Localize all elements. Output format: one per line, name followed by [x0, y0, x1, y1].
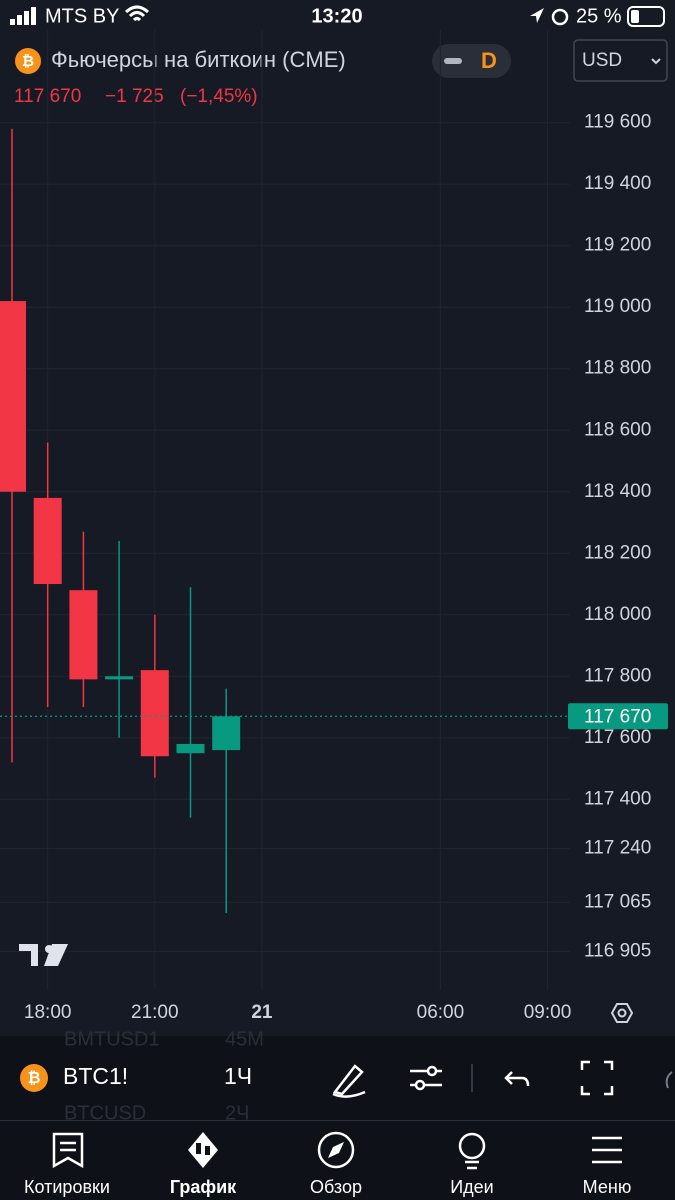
battery-icon: [627, 6, 665, 27]
wifi-icon: [124, 5, 150, 22]
indicators-knob: [414, 1079, 426, 1091]
chart-tab-candle: [196, 1143, 201, 1154]
header: ₿ Фьючерсы на биткоин (CME) D USD 117 67…: [14, 39, 668, 107]
y-tick-label: 118 000: [584, 604, 651, 625]
y-tick-label: 118 400: [584, 481, 651, 502]
chart: 116 905 117 065 117 240 117 400 117 600 117 8…: [0, 30, 668, 1023]
chart-tab-icon: [188, 1132, 218, 1168]
price-change: −1 725: [105, 86, 164, 107]
y-tick-label: 118 200: [584, 542, 651, 563]
signal-bar: [31, 7, 36, 25]
more-icon[interactable]: [665, 1071, 673, 1089]
x-tick-label: 18:00: [24, 1002, 72, 1023]
candle-body: [212, 716, 241, 751]
tab-label[interactable]: Обзор: [310, 1177, 362, 1197]
tab-label[interactable]: Котировки: [24, 1177, 110, 1197]
ghost-symbol: BMTUSD1: [64, 1028, 160, 1050]
y-tick-label: 117 065: [584, 891, 651, 912]
y-tick-label: 117 800: [584, 665, 651, 686]
tab-bar: Котировки График Обзор Идеи Меню: [0, 1120, 675, 1200]
interval-button[interactable]: D: [481, 48, 497, 73]
status-bar: MTS BY 13:20 25 %: [10, 5, 665, 27]
bitcoin-glyph: ₿: [27, 1069, 40, 1087]
signal-bar: [10, 19, 15, 25]
tab-label[interactable]: График: [170, 1177, 237, 1197]
toggle-dash: [444, 58, 462, 64]
toolbar-interval[interactable]: 1Ч: [224, 1063, 252, 1089]
chart-tab-candle: [205, 1146, 210, 1155]
interval-toggle[interactable]: [432, 44, 511, 78]
ideas-icon-base: [465, 1160, 479, 1170]
alarm-icon: [551, 8, 569, 26]
toolbar: BMTUSD1 45M BTCUSD 2Ч ₿ BTC1! 1Ч: [0, 1028, 675, 1124]
signal-bar: [17, 15, 22, 25]
y-tick-label: 119 400: [584, 173, 651, 194]
dropdown-arrow: [651, 58, 661, 65]
signal-bar: [24, 11, 29, 25]
settings-icon[interactable]: [610, 1003, 634, 1023]
last-price-box: [568, 703, 668, 730]
clock: 13:20: [311, 5, 362, 27]
compass-needle: [328, 1142, 344, 1158]
battery-level: [631, 10, 639, 23]
tab-label[interactable]: Меню: [583, 1177, 632, 1197]
x-tick-label: 21: [251, 1002, 273, 1023]
candle-body: [105, 676, 134, 680]
carrier: MTS BY: [45, 5, 119, 27]
bitcoin-glyph: ₿: [22, 53, 34, 70]
settings-icon-center: [617, 1008, 627, 1018]
indicators-knob: [426, 1065, 438, 1077]
x-tick-label: 06:00: [417, 1002, 465, 1023]
ghost-symbol: BTCUSD: [64, 1102, 146, 1124]
currency-select[interactable]: [573, 39, 668, 82]
drawing-tool-icon[interactable]: [332, 1064, 366, 1098]
y-tick-label: 118 800: [584, 358, 651, 379]
price-change-percent: (−1,45%): [180, 86, 258, 107]
x-tick-label: 21:00: [131, 1002, 179, 1023]
y-tick-label: 119 600: [584, 112, 651, 133]
fullscreen-icon[interactable]: [580, 1060, 614, 1096]
candle-body: [140, 670, 169, 757]
toolbar-symbol[interactable]: BTC1!: [63, 1063, 128, 1089]
toolbar-background: [0, 1036, 675, 1120]
currency: USD: [582, 50, 622, 71]
y-tick-label: 117 600: [584, 727, 651, 748]
ghost-interval: 2Ч: [225, 1102, 249, 1124]
y-tick-label: 117 400: [584, 788, 651, 809]
tradingview-logo-dot: [45, 945, 53, 953]
bitcoin-icon: [15, 48, 41, 74]
battery-text: 25 %: [576, 5, 622, 27]
candle-body: [0, 301, 26, 492]
quotes-icon: [52, 1132, 84, 1169]
x-tick-label: 09:00: [524, 1002, 572, 1023]
undo-icon[interactable]: [504, 1071, 530, 1087]
overview-icon: [317, 1131, 355, 1169]
y-tick-label: 117 240: [584, 838, 651, 859]
menu-icon: [592, 1136, 622, 1164]
y-tick-label: 118 600: [584, 419, 651, 440]
y-tick-label: 119 000: [584, 296, 651, 317]
symbol-title[interactable]: Фьючерсы на биткоин (CME): [51, 47, 346, 72]
location-icon: [530, 8, 544, 23]
candle-body: [69, 590, 98, 680]
tab-label[interactable]: Идеи: [450, 1177, 494, 1197]
y-tick-label: 116 905: [584, 941, 651, 962]
candle-body: [176, 743, 205, 754]
ideas-icon: [458, 1132, 486, 1160]
bitcoin-icon: [20, 1064, 48, 1092]
y-tick-label: 119 200: [584, 235, 651, 256]
ghost-interval: 45M: [225, 1028, 264, 1050]
candle-body: [33, 497, 62, 585]
last-price-label: 117 670: [584, 706, 651, 727]
tradingview-logo: [19, 944, 68, 966]
